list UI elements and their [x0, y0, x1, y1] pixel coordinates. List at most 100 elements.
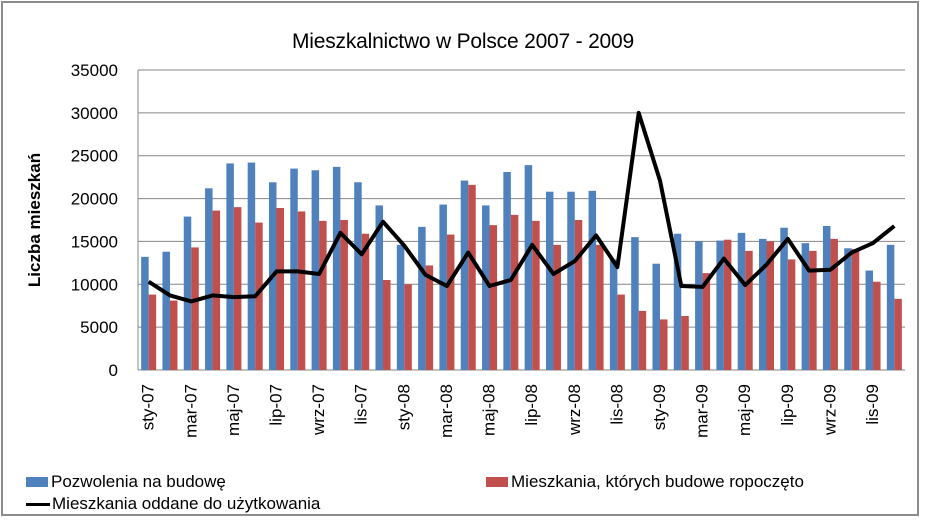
bar-permits: [588, 190, 597, 370]
x-tick-label: maj-09: [735, 384, 754, 436]
bar-permits: [205, 188, 213, 370]
bar-permits: [290, 168, 298, 370]
bar-permits: [375, 205, 384, 370]
bar-started: [787, 259, 796, 370]
bar-permits: [801, 243, 810, 370]
bar-started: [617, 294, 625, 370]
bar-started: [361, 233, 370, 370]
bar-permits: [226, 163, 234, 370]
x-tick-label: wrz-07: [309, 384, 328, 436]
legend-label: Mieszkania, których budowe ropoczęto: [511, 472, 804, 491]
legend-item-completed: Mieszkania oddane do użytkowania: [26, 494, 320, 514]
bar-permits: [652, 263, 660, 370]
bar-permits: [418, 226, 426, 370]
bar-permits: [396, 244, 405, 370]
x-axis-ticks: sty-07 mar-07 maj-07 lip-07 wrz-07 lis-07 sty-…: [139, 384, 882, 438]
bar-permits: [524, 165, 533, 370]
legend-item-started: Mieszkania, których budowe ropoczęto: [486, 472, 804, 492]
bar-started: [681, 316, 689, 370]
bar-started: [489, 225, 498, 370]
bar-permits: [439, 204, 447, 370]
bar-permits: [162, 251, 170, 370]
x-tick-label: lip-09: [778, 384, 797, 426]
bar-started: [873, 281, 881, 370]
bar-permits: [673, 233, 682, 370]
legend-swatch-blue: [26, 477, 48, 487]
bar-permits: [759, 238, 767, 370]
bar-started: [340, 220, 348, 370]
y-tick-label: 15000: [71, 232, 118, 251]
bar-started: [532, 220, 540, 370]
y-axis-ticks: 0 5000 10000 15000 20000 25000 30000 35000: [71, 61, 118, 380]
x-tick-label: lis-07: [352, 384, 371, 425]
bar-started: [191, 247, 199, 370]
bar-permits: [844, 248, 852, 370]
bar-started: [553, 244, 561, 370]
bar-started: [233, 207, 242, 370]
bar-started: [745, 250, 753, 370]
bar-permits: [503, 172, 511, 370]
chart-plot: 0 5000 10000 15000 20000 25000 30000 35000 sty-…: [25, 61, 905, 438]
bar-permits: [460, 180, 469, 370]
y-tick-label: 0: [109, 361, 118, 380]
bar-permits: [247, 162, 256, 370]
y-tick-label: 30000: [71, 104, 118, 123]
x-tick-label: mar-08: [437, 384, 456, 438]
bar-started: [702, 273, 711, 370]
x-tick-label: lip-07: [266, 384, 285, 426]
bar-permits: [332, 166, 341, 370]
bar-started: [596, 244, 604, 370]
x-tick-label: sty-07: [139, 384, 158, 430]
bar-started: [830, 238, 838, 370]
bar-started: [297, 211, 306, 370]
bar-started: [169, 300, 178, 370]
x-tick-label: lis-08: [607, 384, 626, 425]
bar-permits: [609, 259, 618, 370]
gridlines: [137, 69, 905, 371]
x-tick-label: sty-09: [650, 384, 669, 430]
y-axis-label: Liczba mieszkań: [25, 153, 44, 287]
legend-item-permits: Pozwolenia na budowę: [26, 472, 226, 492]
bar-permits: [695, 241, 703, 370]
bar-started: [659, 319, 668, 370]
y-tick-label: 5000: [80, 318, 118, 337]
y-tick-label: 35000: [71, 61, 118, 80]
bar-permits: [311, 170, 320, 370]
bar-permits: [780, 227, 788, 370]
legend: Pozwolenia na budowę Mieszkania, których…: [0, 470, 926, 520]
bar-started: [894, 298, 902, 370]
x-tick-label: lis-09: [863, 384, 882, 425]
bar-permits: [141, 256, 149, 370]
bar-permits: [631, 237, 639, 370]
legend-label: Pozwolenia na budowę: [51, 472, 226, 491]
x-tick-label: maj-07: [224, 384, 243, 436]
x-tick-label: mar-09: [693, 384, 712, 438]
y-tick-label: 25000: [71, 147, 118, 166]
bar-started: [723, 239, 732, 370]
bar-started: [319, 220, 327, 370]
bar-started: [574, 220, 583, 370]
bar-permits: [716, 240, 724, 370]
bar-started: [148, 294, 157, 370]
bar-permits: [865, 270, 874, 370]
x-tick-label: sty-08: [394, 384, 413, 430]
bar-permits: [354, 182, 362, 370]
legend-label: Mieszkania oddane do użytkowania: [52, 494, 321, 513]
chart-title: Mieszkalnictwo w Polsce 2007 - 2009: [291, 30, 634, 53]
bar-permits: [545, 191, 554, 370]
bar-started: [510, 214, 519, 370]
y-tick-label: 20000: [71, 190, 118, 209]
bar-series: [141, 162, 902, 370]
bar-permits: [886, 244, 895, 370]
bar-started: [766, 241, 775, 370]
bar-permits: [822, 226, 831, 370]
bar-started: [638, 310, 647, 370]
bar-started: [425, 265, 434, 370]
x-tick-label: maj-08: [480, 384, 499, 436]
bar-permits: [183, 216, 192, 370]
x-tick-label: wrz-09: [820, 384, 839, 436]
bar-permits: [567, 191, 575, 370]
bar-permits: [737, 232, 746, 370]
line-series: [147, 110, 896, 304]
bar-started: [404, 284, 412, 370]
